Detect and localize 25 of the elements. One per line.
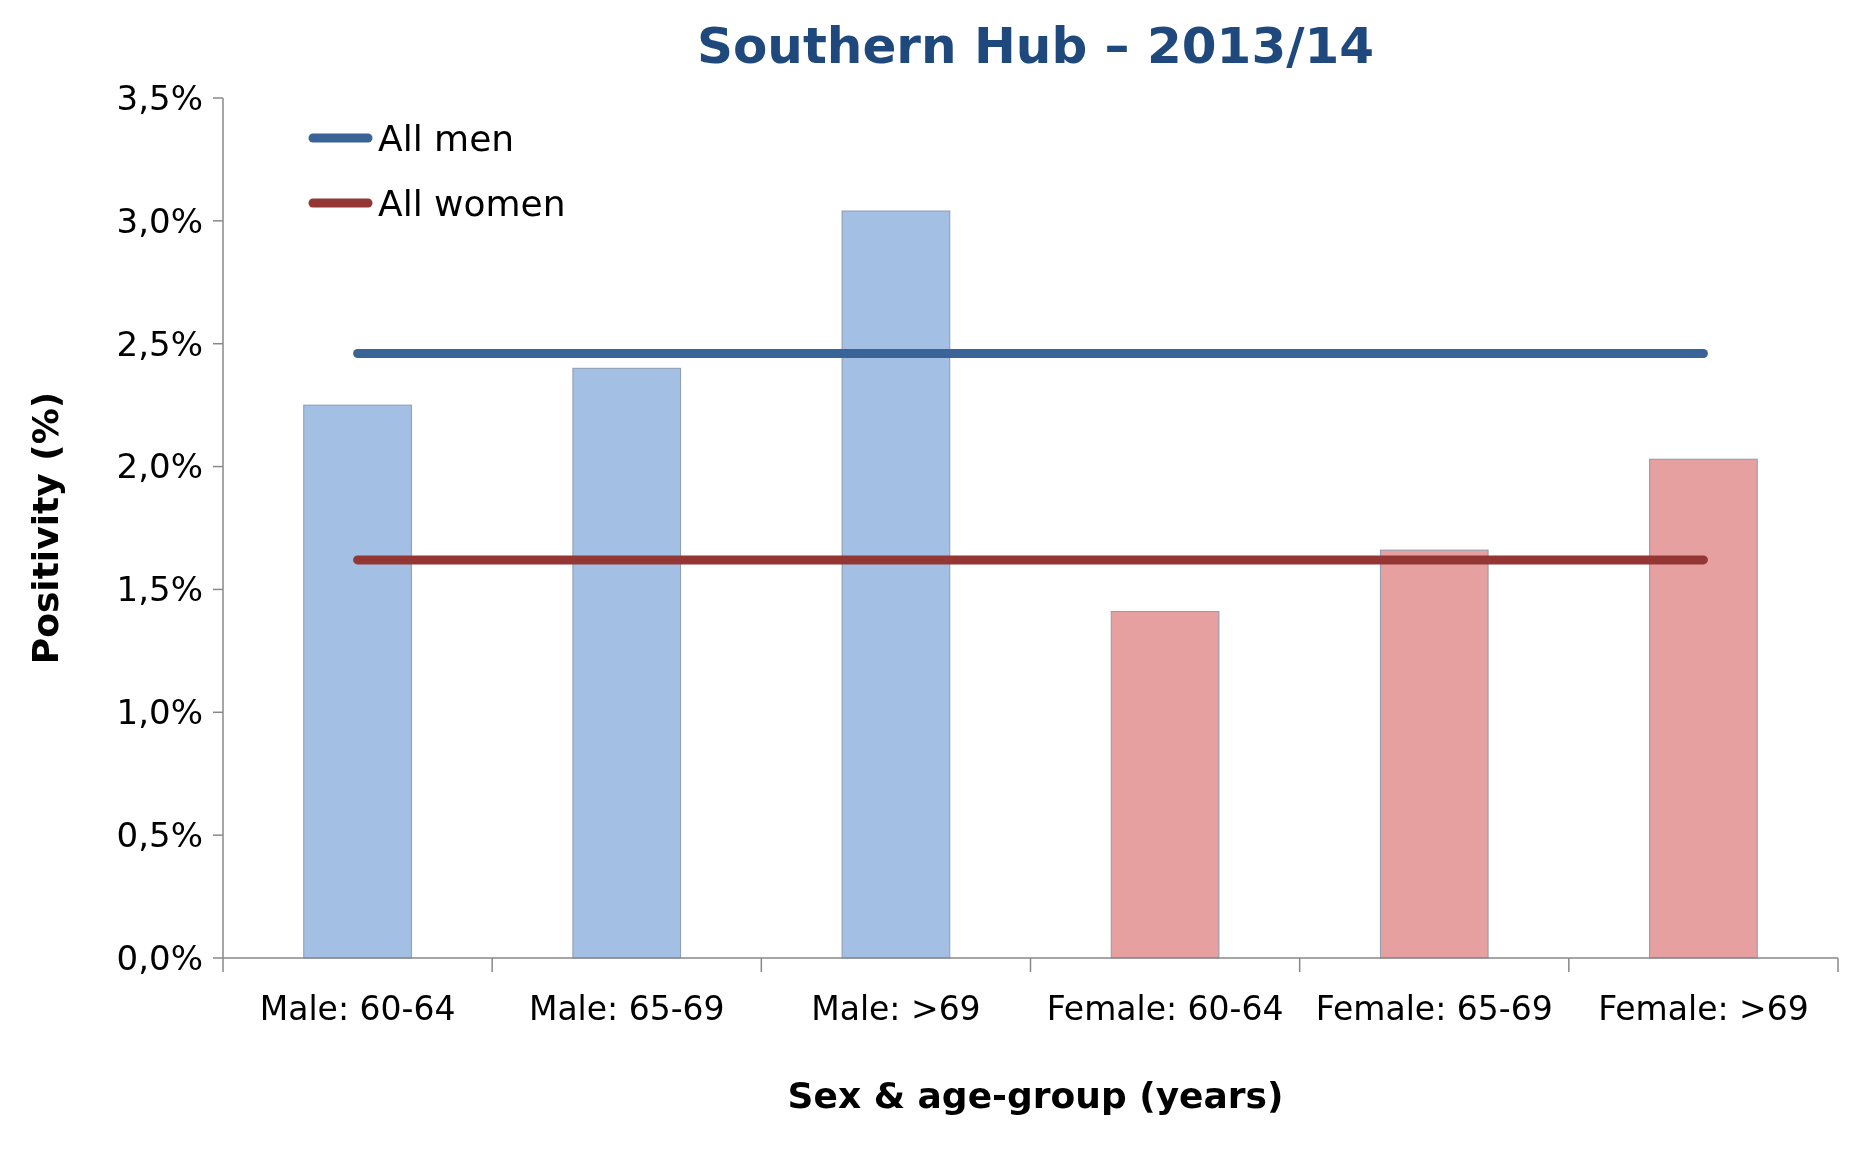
y-tick-label: 1,0% [116, 692, 203, 733]
x-tick-label: Female: 65-69 [1315, 989, 1553, 1028]
x-tick-label: Female: >69 [1598, 989, 1809, 1028]
y-tick-label: 0,0% [116, 937, 203, 978]
y-tick-label: 0,5% [116, 815, 203, 856]
x-tick-label: Male: 60-64 [259, 989, 456, 1028]
legend-label: All women [378, 182, 566, 224]
bar [1379, 549, 1489, 959]
bar [572, 367, 682, 959]
y-axis-title: Positivity (%) [25, 391, 66, 665]
chart-title: Southern Hub – 2013/14 [696, 17, 1375, 75]
y-tick-label: 2,5% [116, 323, 203, 364]
x-tick-label: Male: 65-69 [528, 989, 725, 1028]
bar [1649, 458, 1758, 959]
x-tick-label: Female: 60-64 [1046, 989, 1284, 1028]
x-axis-title: Sex & age-group (years) [787, 1075, 1284, 1116]
y-tick-label: 1,5% [116, 569, 203, 610]
bar [1110, 611, 1220, 959]
legend-label: All men [378, 117, 515, 159]
bar [841, 210, 951, 959]
bar [303, 404, 412, 959]
y-tick-label: 3,0% [116, 200, 203, 241]
y-tick-label: 2,0% [116, 446, 203, 487]
x-tick-label: Male: >69 [811, 989, 981, 1028]
y-tick-label: 3,5% [116, 77, 203, 118]
